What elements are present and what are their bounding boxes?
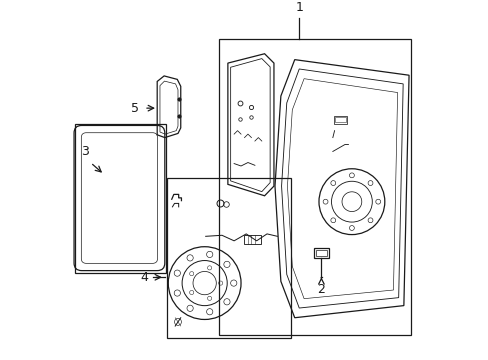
Bar (218, 39, 410, 335)
Bar (313, 248, 328, 258)
Text: 5: 5 (131, 102, 139, 114)
Text: 4: 4 (141, 271, 148, 284)
Bar (75, 124, 165, 273)
Text: 1: 1 (295, 1, 303, 14)
Text: 3: 3 (81, 145, 89, 158)
Bar (315, 250, 326, 256)
Text: 2: 2 (317, 283, 325, 296)
Bar (166, 179, 291, 338)
Bar (335, 117, 345, 122)
Bar (333, 116, 346, 124)
Bar (244, 235, 261, 244)
